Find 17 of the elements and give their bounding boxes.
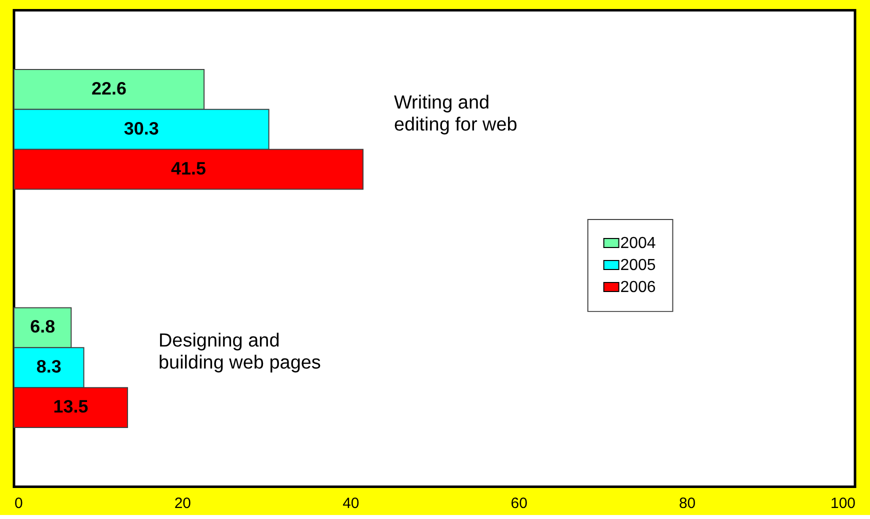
data-label: 30.3 (124, 118, 159, 138)
y-tick-label: Designing and building web pages (158, 330, 321, 374)
y-tick-label: Writing and editing for web (394, 92, 518, 136)
legend-label: 2005 (620, 256, 656, 274)
data-label: 6.8 (30, 316, 56, 337)
x-tick-label: 100 (830, 495, 856, 512)
x-tick-label: 40 (342, 495, 360, 512)
data-label: 41.5 (171, 158, 206, 178)
data-label: 8.3 (36, 356, 62, 377)
legend-label: 2004 (620, 235, 656, 252)
x-tick-label: 20 (174, 495, 192, 512)
x-tick-label: 60 (510, 495, 528, 512)
data-label: 13.5 (53, 396, 88, 417)
data-label: 22.6 (92, 78, 127, 98)
x-tick-label: 0 (14, 495, 23, 512)
legend-label: 2006 (620, 278, 656, 296)
x-tick-label: 80 (678, 495, 696, 512)
